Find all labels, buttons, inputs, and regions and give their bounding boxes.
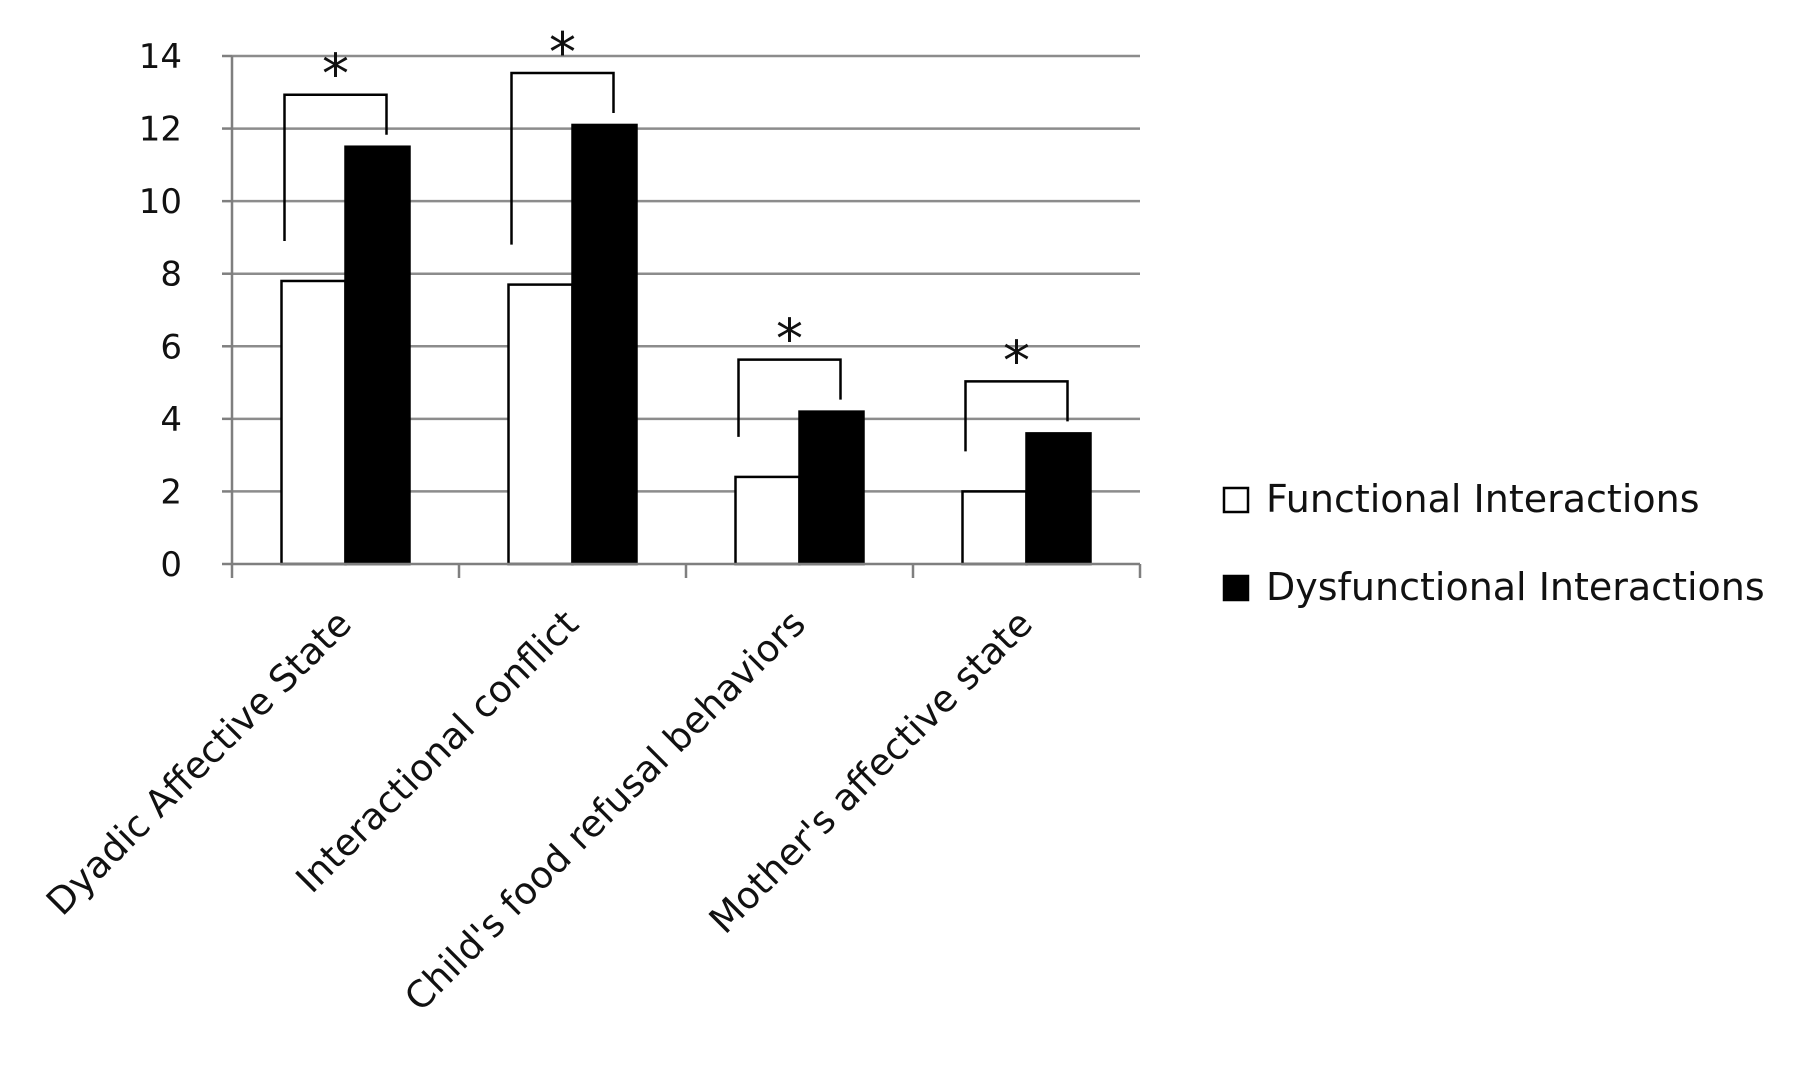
bars [280, 123, 1092, 566]
significance-asterisk: * [549, 21, 576, 84]
significance-markers: * * * * [283, 21, 1069, 452]
significance-asterisk: * [1003, 329, 1030, 392]
bar-functional [961, 490, 1028, 566]
y-tick-label: 4 [160, 400, 182, 440]
bar-dysfunctional [1025, 432, 1092, 566]
y-tick-label: 12 [139, 110, 182, 150]
significance-asterisk: * [322, 43, 349, 106]
y-tick-label: 0 [160, 545, 182, 585]
bar-dysfunctional [798, 410, 865, 566]
legend-label: Functional Interactions [1266, 477, 1700, 521]
significance-bracket [737, 358, 842, 437]
axes [222, 54, 1142, 578]
significance-bracket [964, 380, 1069, 452]
bar-functional [280, 279, 347, 566]
y-tick-label: 8 [160, 255, 182, 295]
significance-asterisk: * [776, 308, 803, 371]
y-tick-label: 6 [160, 327, 182, 367]
y-tick-label: 2 [160, 472, 182, 512]
bar-dysfunctional [571, 123, 638, 566]
significance-bracket [510, 71, 615, 245]
significance-bracket [283, 93, 388, 241]
x-category-label: Child's food refusal behaviors [396, 602, 813, 1019]
bar-functional [734, 475, 801, 566]
bar-dysfunctional [344, 145, 411, 566]
y-tick-label: 10 [139, 182, 182, 222]
legend-swatch [1222, 486, 1250, 514]
legend-swatch [1222, 574, 1250, 602]
legend: Functional Interactions Dysfunctional Int… [1222, 477, 1765, 609]
legend-label: Dysfunctional Interactions [1266, 565, 1765, 609]
y-tick-label: 14 [139, 37, 182, 77]
bar-functional [507, 283, 574, 566]
